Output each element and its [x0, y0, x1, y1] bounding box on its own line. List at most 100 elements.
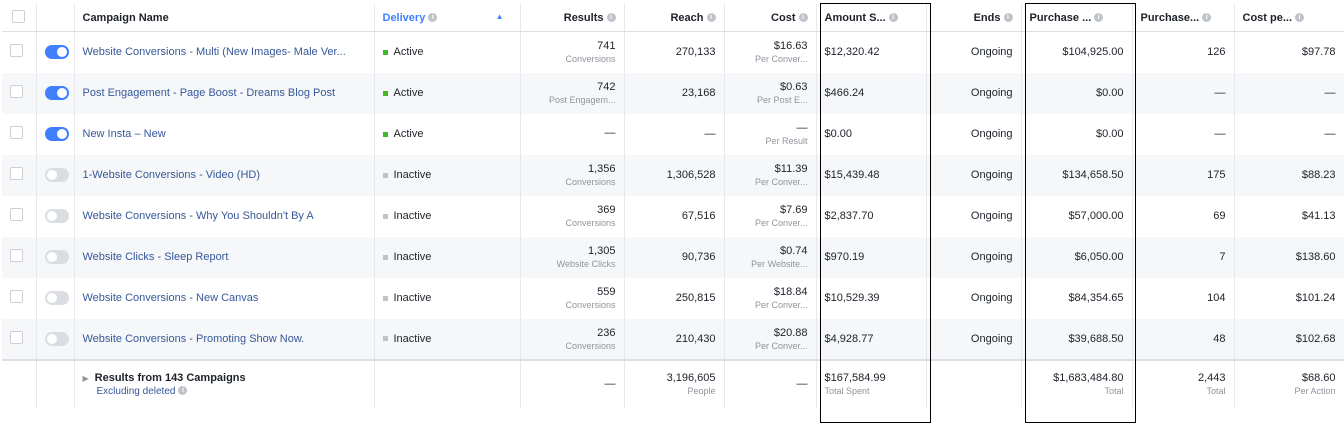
- campaign-toggle[interactable]: [44, 209, 69, 223]
- campaign-name-cell[interactable]: Post Engagement - Page Boost - Dreams Bl…: [74, 72, 375, 114]
- row-checkbox[interactable]: [10, 249, 23, 262]
- col-amount-spent[interactable]: Amount S... i: [816, 4, 927, 32]
- campaign-toggle[interactable]: [44, 127, 69, 141]
- col-ends[interactable]: Ends i: [926, 4, 1022, 32]
- table-row[interactable]: Post Engagement - Page Boost - Dreams Bl…: [2, 72, 1344, 114]
- campaign-name-link[interactable]: Website Conversions - Multi (New Images-…: [82, 46, 346, 59]
- info-icon[interactable]: i: [1202, 13, 1212, 23]
- campaign-toggle[interactable]: [44, 291, 69, 305]
- select-all-header[interactable]: [2, 4, 37, 32]
- cost-sub: Per Conver...: [754, 54, 808, 65]
- info-icon[interactable]: i: [798, 13, 808, 23]
- campaign-name-cell[interactable]: Website Conversions - Multi (New Images-…: [74, 31, 375, 73]
- campaign-name-cell[interactable]: Website Conversions - Why You Shouldn't …: [74, 195, 375, 237]
- campaign-toggle[interactable]: [44, 45, 69, 60]
- ends-cell: Ongoing: [926, 236, 1022, 278]
- summary-purchase-value-sub: Total: [1104, 386, 1124, 396]
- row-checkbox[interactable]: [10, 167, 23, 180]
- purchases-cell: 48: [1132, 318, 1235, 360]
- purchases-cell: 7: [1132, 236, 1235, 278]
- row-toggle-cell[interactable]: [36, 31, 75, 73]
- row-checkbox[interactable]: [10, 126, 23, 139]
- campaign-name-link[interactable]: Post Engagement - Page Boost - Dreams Bl…: [82, 87, 336, 99]
- cost-cell: $0.74 Per Website...: [724, 236, 817, 278]
- delivery-status: Active: [393, 87, 424, 99]
- col-cost-per[interactable]: Cost pe... i: [1234, 4, 1344, 32]
- row-checkbox[interactable]: [10, 330, 23, 344]
- delivery-status: Active: [393, 46, 424, 59]
- campaign-toggle[interactable]: [44, 331, 69, 346]
- col-delivery[interactable]: Delivery i ▲: [374, 4, 521, 32]
- info-icon[interactable]: i: [888, 13, 898, 23]
- campaign-name-link[interactable]: Website Conversions - New Canvas: [82, 292, 259, 304]
- info-icon[interactable]: i: [706, 13, 716, 23]
- sort-ascending-icon[interactable]: ▲: [495, 11, 504, 21]
- row-checkbox[interactable]: [10, 85, 23, 98]
- info-icon[interactable]: i: [1094, 13, 1104, 23]
- row-select-cell[interactable]: [2, 195, 37, 237]
- col-campaign-name[interactable]: Campaign Name: [74, 4, 375, 32]
- row-select-cell[interactable]: [2, 154, 37, 196]
- expand-triangle-icon[interactable]: ▶: [82, 373, 89, 383]
- campaign-name-cell[interactable]: New Insta – New: [74, 113, 375, 155]
- row-select-cell[interactable]: [2, 31, 37, 73]
- row-select-cell[interactable]: [2, 113, 37, 155]
- summary-reach: 3,196,605 People: [624, 358, 725, 408]
- info-icon[interactable]: i: [606, 13, 616, 23]
- cost-value: $20.88: [773, 326, 808, 339]
- delivery-status-dot-icon: [382, 131, 388, 137]
- row-toggle-cell[interactable]: [36, 236, 75, 278]
- col-cost[interactable]: Cost i: [724, 4, 817, 32]
- purchases-cell: —: [1132, 113, 1235, 155]
- row-checkbox[interactable]: [10, 290, 23, 303]
- row-toggle-cell[interactable]: [36, 277, 75, 319]
- row-select-cell[interactable]: [2, 236, 37, 278]
- row-toggle-cell[interactable]: [36, 154, 75, 196]
- summary-title-cell[interactable]: ▶ Results from 143 Campaigns Excluding del…: [74, 358, 375, 408]
- results-cell: —: [520, 113, 625, 155]
- col-reach[interactable]: Reach i: [624, 4, 725, 32]
- campaign-toggle[interactable]: [44, 168, 69, 182]
- row-checkbox[interactable]: [10, 208, 23, 221]
- info-icon[interactable]: i: [1295, 13, 1305, 23]
- col-purchases[interactable]: Purchase... i: [1132, 4, 1235, 32]
- cost-sub: Per Conver...: [754, 218, 808, 228]
- table-row[interactable]: Website Clicks - Sleep Report Inactive 1…: [2, 236, 1344, 278]
- campaign-toggle[interactable]: [44, 250, 69, 264]
- table-row[interactable]: Website Conversions - Multi (New Images-…: [2, 31, 1344, 73]
- info-icon[interactable]: i: [178, 386, 188, 396]
- campaign-name-cell[interactable]: Website Conversions - Promoting Show Now…: [74, 318, 375, 360]
- row-toggle-cell[interactable]: [36, 318, 75, 360]
- table-row[interactable]: Website Conversions - Why You Shouldn't …: [2, 195, 1344, 237]
- row-toggle-cell[interactable]: [36, 195, 75, 237]
- col-purchase-value[interactable]: Purchase ... i: [1021, 4, 1133, 32]
- cost-sub: Per Conver...: [754, 177, 808, 187]
- row-select-cell[interactable]: [2, 277, 37, 319]
- table-row[interactable]: Website Conversions - Promoting Show Now…: [2, 318, 1344, 360]
- excluding-deleted-link[interactable]: Excluding deleted i: [97, 386, 366, 397]
- delivery-cell: Active: [374, 31, 521, 73]
- campaign-name-link[interactable]: New Insta – New: [82, 128, 166, 140]
- campaign-name-link[interactable]: Website Clicks - Sleep Report: [82, 251, 229, 263]
- info-icon[interactable]: i: [428, 13, 438, 23]
- campaign-name-link[interactable]: Website Conversions - Promoting Show Now…: [82, 332, 305, 345]
- select-all-checkbox[interactable]: [12, 9, 26, 23]
- row-checkbox[interactable]: [10, 44, 23, 58]
- campaign-name-cell[interactable]: Website Conversions - New Canvas: [74, 277, 375, 319]
- campaign-name-link[interactable]: Website Conversions - Why You Shouldn't …: [82, 210, 314, 222]
- results-sub: Website Clicks: [556, 259, 616, 269]
- campaign-name-cell[interactable]: 1-Website Conversions - Video (HD): [74, 154, 375, 196]
- col-results[interactable]: Results i: [520, 4, 625, 32]
- info-icon[interactable]: i: [1003, 13, 1013, 23]
- campaign-name-cell[interactable]: Website Clicks - Sleep Report: [74, 236, 375, 278]
- row-select-cell[interactable]: [2, 72, 37, 114]
- table-row[interactable]: Website Conversions - New Canvas Inactiv…: [2, 277, 1344, 319]
- table-row[interactable]: New Insta – New Active — — — Per Result $…: [2, 113, 1344, 155]
- results-cell: 741 Conversions: [520, 31, 625, 73]
- row-toggle-cell[interactable]: [36, 113, 75, 155]
- campaign-toggle[interactable]: [44, 86, 69, 100]
- campaign-name-link[interactable]: 1-Website Conversions - Video (HD): [82, 169, 261, 181]
- row-toggle-cell[interactable]: [36, 72, 75, 114]
- row-select-cell[interactable]: [2, 318, 37, 360]
- table-row[interactable]: 1-Website Conversions - Video (HD) Inact…: [2, 154, 1344, 196]
